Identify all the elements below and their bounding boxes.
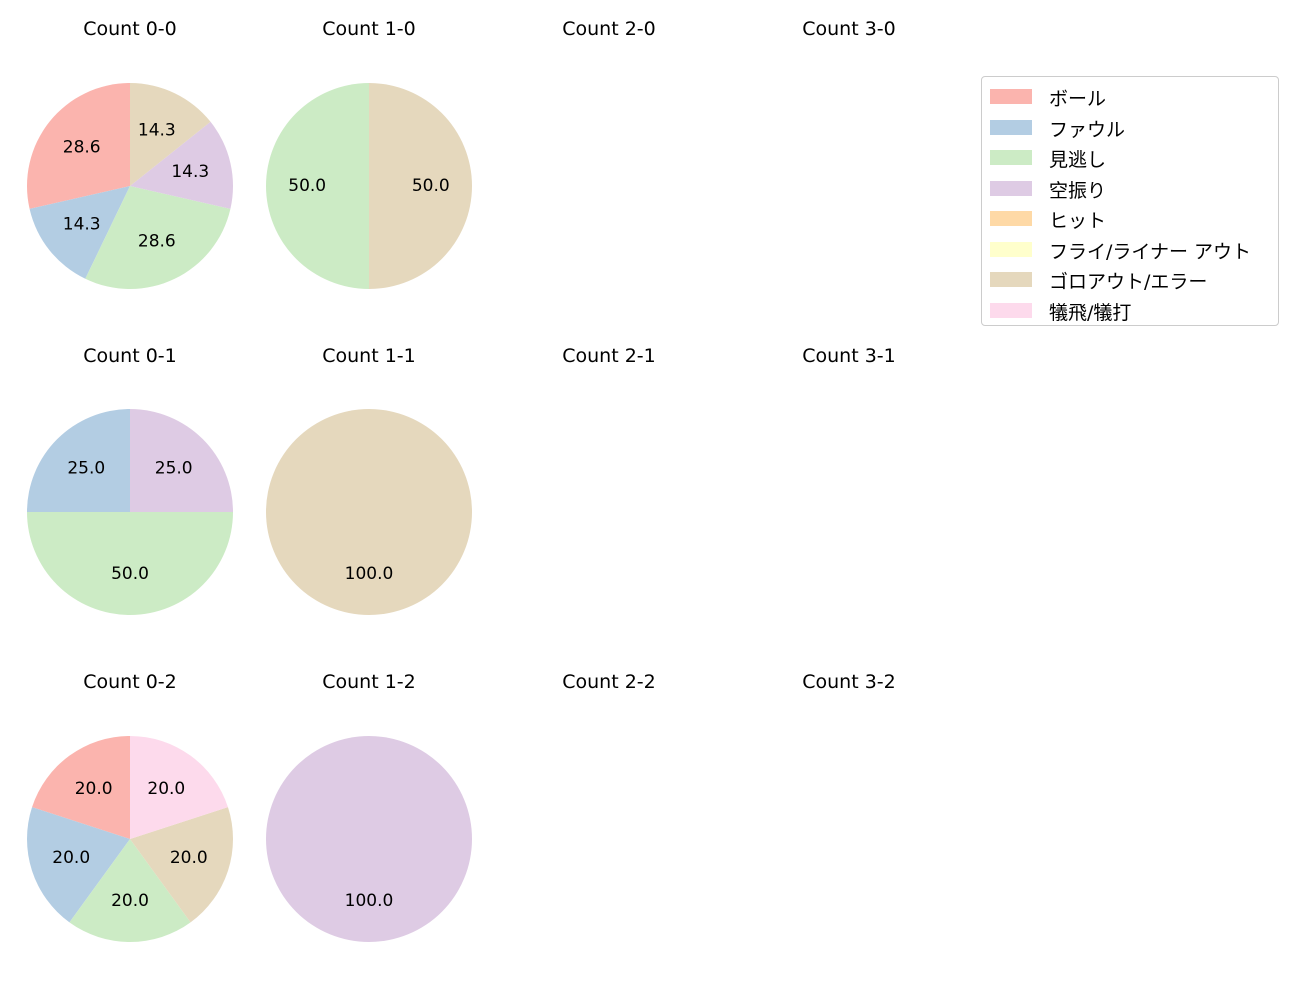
pie-title: Count 0-1 [83, 345, 177, 367]
pie-slice [32, 736, 130, 839]
pie-slice-label: 50.0 [412, 176, 450, 196]
pie-slice-label: 50.0 [111, 564, 149, 584]
legend-label-called-strike: 見逃し [1049, 149, 1107, 171]
legend-item-ball: ボール [982, 81, 1278, 112]
legend-swatch-fly-liner-out [990, 241, 1032, 257]
legend-item-sacrifice: 犠飛/犠打 [982, 295, 1278, 326]
pie-title: Count 3-1 [802, 345, 896, 367]
pie-slice [130, 409, 233, 512]
pie-panel: Count 1-2 100.0 [266, 671, 472, 942]
legend-label-swinging-strike: 空振り [1049, 179, 1107, 202]
pie-slice-label: 100.0 [345, 891, 394, 911]
pie-panel: Count 0-1 25.0 50.0 25.0 [27, 345, 233, 615]
pie-slice-label: 28.6 [138, 232, 176, 252]
pie-slice-label: 100.0 [345, 564, 394, 584]
pie-slice-label: 14.3 [63, 215, 101, 235]
pie-slice-label: 28.6 [63, 137, 101, 157]
pie-slice-label: 20.0 [111, 891, 149, 911]
pie-panel: Count 0-2 20.0 20.0 20.0 20.0 20.0 [27, 671, 233, 942]
pie-title: Count 2-1 [562, 345, 656, 367]
pie-panel: Count 2-0 [562, 18, 656, 40]
legend-label-foul: ファウル [1049, 118, 1126, 141]
legend-item-swinging-strike: 空振り [982, 173, 1278, 204]
legend-swatch-ground-out-error [990, 272, 1032, 287]
legend-swatch-hit [990, 211, 1032, 226]
legend-swatch-swinging-strike [990, 180, 1032, 196]
legend-item-ground-out-error: ゴロアウト/エラー [982, 264, 1278, 295]
pie-slice-label: 14.3 [171, 162, 209, 182]
pie-title: Count 2-2 [562, 671, 656, 693]
pie-slice-label: 20.0 [52, 848, 90, 868]
pie-slice-label: 25.0 [67, 458, 105, 478]
pie-slice [266, 409, 472, 615]
pie-title: Count 1-1 [322, 345, 416, 367]
legend-swatch-foul [990, 119, 1032, 135]
pie-slice [27, 409, 130, 512]
legend-swatch-ball [990, 89, 1032, 104]
pie-slice [26, 83, 131, 209]
pie-slice [85, 186, 231, 290]
pie-title: Count 1-0 [322, 18, 416, 40]
pie-slice [130, 83, 211, 186]
pie-slice [130, 807, 233, 923]
pie-slice-label: 20.0 [75, 779, 113, 799]
pie-title: Count 3-0 [802, 18, 896, 40]
pie-title: Count 0-2 [83, 671, 177, 693]
legend-item-foul: ファウル [982, 112, 1278, 143]
pie-slice-label: 25.0 [155, 458, 193, 478]
pie-slice-label: 20.0 [147, 779, 185, 799]
legend-item-fly-liner-out: フライ/ライナー アウト [982, 234, 1278, 265]
pie-panel: Count 3-2 [802, 671, 896, 693]
pie-title: Count 3-2 [802, 671, 896, 693]
pie-panel: Count 3-1 [802, 345, 896, 367]
pie-panel: Count 2-2 [562, 671, 656, 693]
pie-slice [130, 736, 228, 839]
pie-slice [369, 83, 472, 289]
pie-title: Count 1-2 [322, 671, 416, 693]
legend-swatch-sacrifice [990, 302, 1032, 318]
legend-label-fly-liner-out: フライ/ライナー アウト [1049, 240, 1252, 263]
legend-label-ground-out-error: ゴロアウト/エラー [1049, 271, 1208, 293]
pie-panel: Count 3-0 [802, 18, 896, 40]
pie-panel: Count 0-0 28.6 14.3 28.6 14.3 14.3 [26, 18, 234, 290]
pie-slice-label: 14.3 [138, 120, 176, 140]
legend-label-hit: ヒット [1049, 210, 1107, 232]
legend-label-sacrifice: 犠飛/犠打 [1049, 301, 1132, 324]
pie-slice [27, 807, 131, 923]
pie-slice-label: 20.0 [170, 848, 208, 868]
legend-label-ball: ボール [1049, 88, 1107, 110]
legend: ボール ファウル 見逃し 空振り ヒット フライ/ライナー アウト ゴロアウト/… [981, 76, 1279, 326]
pie-slice [27, 512, 233, 615]
legend-item-hit: ヒット [982, 203, 1278, 234]
pie-panel: Count 1-1 100.0 [266, 345, 472, 615]
pie-slice [266, 83, 369, 289]
pie-panel: Count 2-1 [562, 345, 656, 367]
legend-swatch-called-strike [990, 150, 1032, 165]
legend-item-called-strike: 見逃し [982, 142, 1278, 173]
pie-slice [29, 186, 130, 279]
pie-slice [69, 839, 191, 942]
pie-slice [130, 121, 234, 209]
pie-title: Count 0-0 [83, 18, 177, 40]
pie-panel: Count 1-0 50.0 50.0 [266, 18, 472, 289]
pie-slice-label: 50.0 [288, 176, 326, 196]
pie-title: Count 2-0 [562, 18, 656, 40]
pie-slice [266, 736, 472, 942]
